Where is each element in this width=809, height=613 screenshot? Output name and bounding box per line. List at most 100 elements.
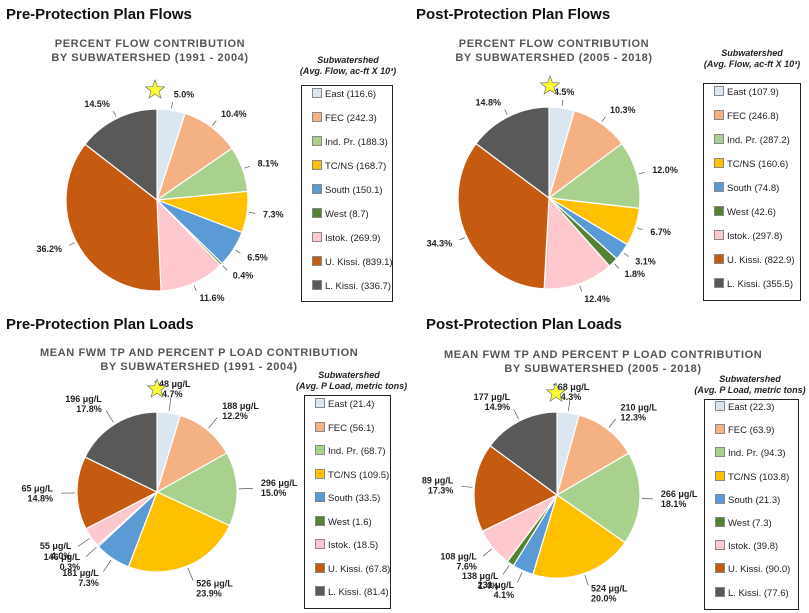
chart-title-line-1: PERCENT FLOW CONTRIBUTION [458, 38, 650, 50]
legend-label: South (74.8) [727, 183, 780, 194]
legend-label: TC/NS (168.7) [325, 161, 387, 172]
pie-slice-l-kissi [475, 106, 550, 200]
legend-item-tc-ns: TC/NS (160.6) [714, 158, 788, 170]
legend-label: U. Kissi. (822.9) [727, 255, 795, 266]
legend-label: South (21.3) [728, 494, 781, 506]
slice-label-fec: 188 μg/L 12.2% [222, 401, 259, 421]
legend-item-l-kissi: L. Kissi. (355.5) [714, 278, 793, 290]
pie-slice-l-kissi [489, 411, 558, 497]
legend-label: Istok. (269.9) [325, 233, 381, 244]
leader-line-istok [482, 548, 492, 557]
chart-title: PERCENT FLOW CONTRIBUTION BY SUBWATERSHE… [434, 37, 674, 65]
slice-label-south: 6.5% [247, 253, 268, 263]
chart-title: MEAN FWM TP AND PERCENT P LOAD CONTRIBUT… [444, 348, 762, 376]
slice-label-fec: 10.4% [221, 109, 247, 119]
legend-item-ind-pr: Ind. Pr. (94.3) [715, 447, 786, 459]
legend-swatch [714, 254, 724, 264]
leader-line-ind-pr [638, 171, 645, 175]
legend-swatch [315, 445, 325, 455]
legend-swatch [714, 110, 724, 120]
chart-title-line-2: BY SUBWATERSHED (1991 - 2004) [51, 52, 249, 64]
slice-label-istok: 55 μg/L 4.0% [40, 541, 72, 561]
pie-slice-tc-ns [127, 491, 231, 573]
slice-label-istok: 11.6% [200, 293, 225, 303]
slice-label-u-kissi: 89 μg/L 17.3% [422, 476, 454, 496]
panel-title: Pre-Protection Plan Flows [6, 6, 192, 23]
slice-label-west: 138 μg/L 1.4% [462, 571, 499, 591]
chart-title-line-1: MEAN FWM TP AND PERCENT P LOAD CONTRIBUT… [444, 349, 763, 361]
leader-line-istok [77, 538, 90, 547]
leader-line-west [85, 546, 97, 557]
legend-title: Subwatershed (Avg. P Load, metric tons) [694, 374, 806, 396]
legend-swatch [715, 540, 725, 551]
pie-slice-fec [556, 414, 630, 497]
panel-post-flows: Post-Protection Plan Flows PERCENT FLOW … [404, 0, 809, 306]
legend-item-tc-ns: TC/NS (103.8) [715, 470, 789, 483]
leader-line-south [623, 252, 630, 257]
legend-label: West (8.7) [325, 209, 369, 220]
slice-label-east: 4.5% [554, 87, 575, 97]
chart-title-line-2: BY SUBWATERSHED (2005 - 2018) [504, 363, 702, 375]
panel-post-loads: MEAN FWM TP AND PERCENT P LOAD CONTRIBUT… [404, 306, 809, 613]
legend-swatch [715, 470, 725, 481]
leader-line-istok [193, 285, 197, 292]
legend-item-south: South (33.5) [315, 492, 380, 504]
slice-label-west: 146 μg/L 0.3% [44, 552, 81, 572]
legend-swatch [714, 230, 724, 240]
legend-label: East (116.6) [325, 89, 377, 100]
slice-label-south: 181 μg/L 7.3% [62, 568, 99, 588]
legend-swatch [315, 398, 325, 408]
legend: East (21.4) FEC (56.1) Ind. Pr. (68.7) TC/N… [304, 395, 391, 609]
legend-swatch [315, 539, 325, 549]
panel-pre-loads: Pre-Protection Plan Loads MEAN FWM TP AN… [0, 306, 407, 613]
legend-swatch [312, 232, 322, 242]
pie-slice-u-kissi [65, 143, 162, 292]
legend-item-south: South (74.8) [714, 182, 779, 194]
legend: East (116.6) FEC (242.3) Ind. Pr. (188.3) T… [301, 85, 393, 302]
slice-label-south: 231 μg/L 4.1% [478, 580, 515, 600]
legend-item-tc-ns: TC/NS (168.7) [312, 160, 386, 172]
leader-line-south [103, 559, 112, 572]
legend-label: South (33.5) [328, 493, 381, 504]
panel-title: Post-Protection Plan Flows [416, 6, 611, 23]
legend-label: L. Kissi. (355.5) [727, 279, 793, 290]
legend-title-line-1: Subwatershed [318, 370, 380, 380]
slice-label-east: 148 μg/L 4.7% [154, 379, 191, 399]
legend-label: L. Kissi. (81.4) [328, 587, 389, 598]
pie-chart: 4.5% 10.3% 12.0% 6.7% 3.1% 1.8% 12.4% 34.3% 14.8… [427, 75, 678, 304]
chart-title: MEAN FWM TP AND PERCENT P LOAD CONTRIBUT… [40, 346, 358, 374]
leader-line-u-kissi [459, 237, 465, 241]
legend-title-line-2: (Avg. Flow, ac-ft X 10³) [299, 66, 397, 76]
legend-label: East (21.4) [328, 399, 375, 410]
legend-label: East (22.3) [728, 402, 775, 413]
legend-item-l-kissi: L. Kissi. (81.4) [315, 586, 389, 598]
legend-item-ind-pr: Ind. Pr. (287.2) [714, 134, 790, 146]
legend-label: South (150.1) [325, 185, 383, 196]
legend-swatch [714, 278, 724, 288]
legend-label: Istok. (39.8) [728, 541, 779, 553]
legend-item-east: East (22.3) [715, 401, 774, 413]
pie-slice-fec [155, 414, 228, 494]
legend-title-line-1: Subwatershed [317, 55, 379, 65]
legend-title-line-1: Subwatershed [719, 374, 781, 384]
slice-label-u-kissi: 34.3% [427, 238, 453, 248]
pie-chart: 168 μg/L 4.3% 210 μg/L 12.3% 266 μg/L 18.1% 52… [422, 382, 698, 603]
chart-title-line-1: MEAN FWM TP AND PERCENT P LOAD CONTRIBUT… [40, 347, 359, 359]
pie-slice-istok [543, 196, 611, 290]
pie-slice-u-kissi [76, 456, 159, 530]
legend-swatch [312, 256, 322, 266]
leader-line-fec [601, 116, 606, 122]
leader-line-west [222, 265, 228, 271]
legend-label: U. Kissi. (839.1) [325, 257, 393, 268]
pie-slice-tc-ns [532, 494, 626, 579]
leader-line-l-kissi [113, 110, 117, 117]
pie-chart: 5.0% 10.4% 8.1% 7.3% 6.5% 0.4% 11.6% 36.2% 14.5% [36, 79, 284, 303]
panel-pre-flows: Pre-Protection Plan Flows PERCENT FLOW C… [0, 0, 404, 306]
leader-line-ind-pr [244, 165, 251, 169]
legend-label: FEC (56.1) [328, 422, 375, 434]
slice-label-u-kissi: 36.2% [36, 244, 62, 254]
legend-item-istok: Istok. (18.5) [315, 539, 378, 551]
legend-item-ind-pr: Ind. Pr. (188.3) [312, 136, 388, 148]
legend-swatch [312, 88, 322, 98]
legend-swatch [315, 468, 325, 479]
